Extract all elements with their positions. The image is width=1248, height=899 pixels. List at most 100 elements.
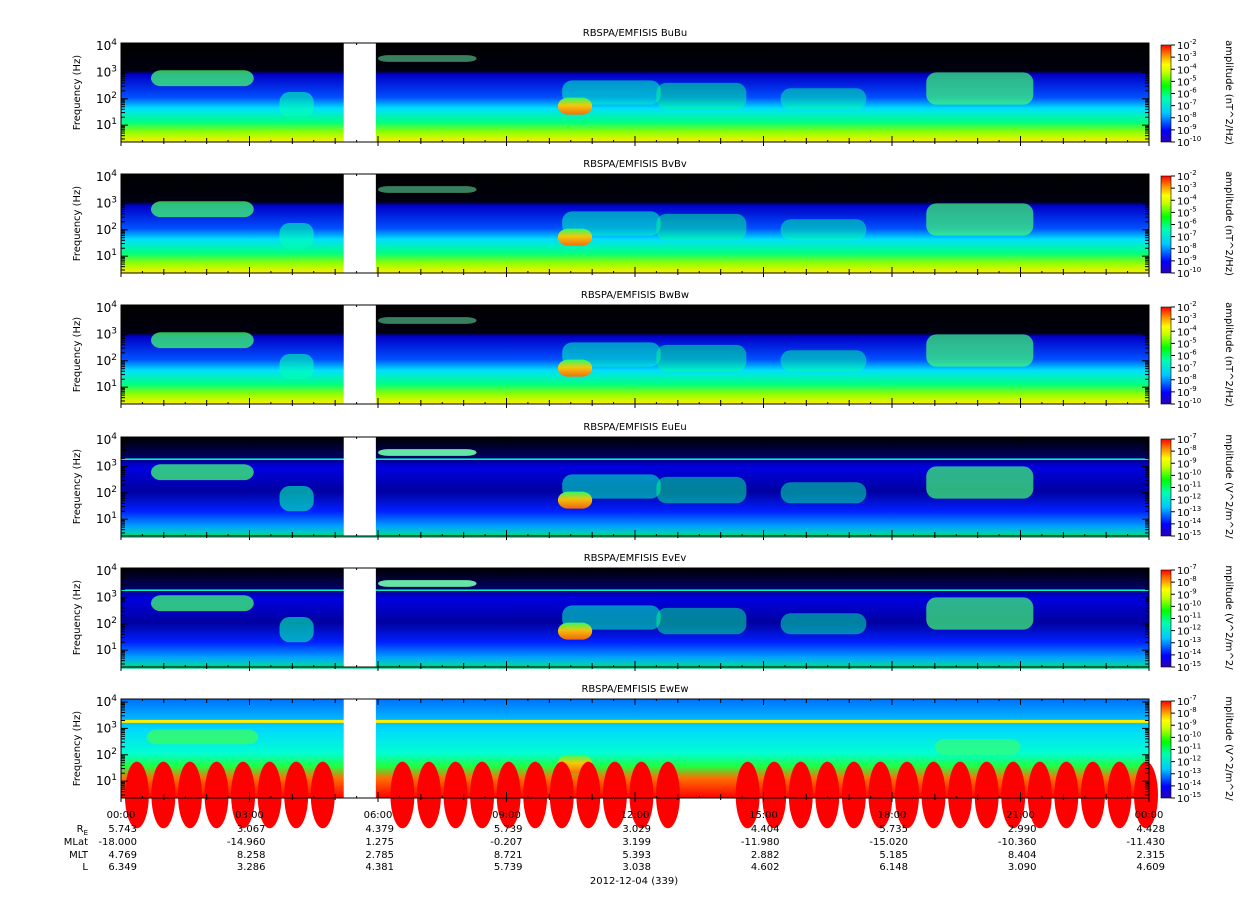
spin-harmonic-band [868,761,893,829]
colorbar-tick-label: 10-5 [1177,74,1197,88]
emission-band [378,580,477,587]
chorus-region [150,70,254,87]
ephemeris-value: -15.020 [869,837,908,848]
ephemeris-value: 5.739 [494,862,523,873]
ephemeris-value: 8.404 [1008,850,1037,861]
colorbar-tick-label: 10-2 [1177,169,1197,183]
colorbar-tick-label: 10-8 [1177,706,1197,720]
y-tick-label: 101 [96,379,117,394]
colorbar-label: amplitude (nT^2/Hz) [1223,40,1234,145]
colorbar-tick-label: 10-12 [1177,624,1201,638]
spin-harmonic-band [655,761,680,829]
colorbar-tick-label: 10-7 [1177,99,1197,113]
colorbar-tick-label: 10-10 [1177,397,1201,411]
ephemeris-row-label: MLat [64,837,88,848]
spin-harmonic-band [762,761,787,829]
y-tick-label: 104 [96,169,117,184]
y-tick-label: 104 [96,432,117,447]
y-tick-label: 101 [96,642,117,657]
spin-harmonic-band [576,761,601,829]
y-axis-label: Frequency (Hz) [72,317,83,393]
colorbar-tick-label: 10-12 [1177,493,1201,507]
hiss-region [562,605,661,630]
spin-harmonic-band [948,761,973,829]
ephemeris-value: -10.360 [998,837,1037,848]
ephemeris-value: 2.882 [751,850,780,861]
y-tick-label: 101 [96,511,117,526]
hiss-region [656,476,747,504]
ephemeris-value: 5.735 [879,824,908,835]
y-tick-label: 103 [96,589,117,604]
colorbar-tick-label: 10-7 [1177,694,1197,708]
ephemeris-value: -11.980 [741,837,780,848]
ephemeris-row-label: L [82,862,88,873]
y-tick-label: 101 [96,117,117,132]
y-tick-label: 104 [96,300,117,315]
spin-harmonic-band [310,761,335,829]
spin-harmonic-band [602,761,627,829]
y-tick-label: 101 [96,248,117,263]
colorbar [1160,438,1172,537]
y-tick-label: 103 [96,64,117,79]
spin-harmonic-band [974,761,999,829]
ephemeris-value: 4.769 [108,850,137,861]
narrowband-line [121,458,1149,460]
colorbar-tick-label: 10-7 [1177,361,1197,375]
y-axis-label: Frequency (Hz) [72,580,83,656]
ephemeris-value: 5.393 [622,850,651,861]
y-tick-label: 101 [96,773,117,788]
colorbar-tick-label: 10-14 [1177,779,1202,793]
colorbar-tick-label: 10-10 [1177,730,1201,744]
colorbar-tick-label: 10-6 [1177,87,1197,101]
x-tick-label: 15:00 [749,810,778,821]
spin-harmonic-band [204,761,229,829]
y-tick-label: 104 [96,563,117,578]
spin-harmonic-band [523,761,548,829]
colorbar-tick-label: 10-10 [1177,468,1201,482]
ephemeris-value: 3.286 [237,862,266,873]
colorbar-tick-label: 10-13 [1177,636,1201,650]
hiss-region [562,80,661,105]
panel-title: RBSPA/EMFISIS BuBu [583,28,687,39]
hiss-region [780,350,867,372]
spin-harmonic-band [735,761,760,829]
panel-title: RBSPA/EMFISIS EuEu [583,422,686,433]
y-tick-label: 102 [96,485,117,500]
y-tick-label: 104 [96,38,117,53]
colorbar-tick-label: 10-8 [1177,575,1197,589]
hiss-region [562,211,661,236]
ephemeris-value: 4.379 [365,824,394,835]
spectrogram-panel: RBSPA/EMFISIS BwBw Frequency (Hz) 101 102 10… [72,290,1234,411]
y-tick-label: 103 [96,326,117,341]
spin-harmonic-band [496,761,521,829]
ephemeris-value: 4.381 [365,862,394,873]
colorbar-tick-label: 10-4 [1177,324,1197,338]
colorbar-label: mplitude (V^2/m^2/ [1223,696,1234,801]
chorus-region [150,595,254,612]
ephemeris-value: 2.785 [365,850,394,861]
x-tick-label: 21:00 [1006,810,1035,821]
spectrogram-panel: RBSPA/EMFISIS BvBv Frequency (Hz) 101 102 10… [72,159,1234,280]
colorbar [1160,306,1172,405]
spin-harmonic-band [124,761,149,829]
colorbar-tick-label: 10-11 [1177,743,1201,757]
colorbar-tick-label: 10-11 [1177,612,1201,626]
spin-harmonic-band [788,761,813,829]
colorbar-tick-label: 10-5 [1177,205,1197,219]
hiss-region [279,486,314,512]
spin-harmonic-band [443,761,468,829]
x-tick-label: 00:00 [107,810,136,821]
ephemeris-value: 2.990 [1008,824,1037,835]
x-tick-label: 09:00 [492,810,521,821]
colorbar-tick-label: 10-4 [1177,62,1197,76]
x-tick-label: 00:00 [1135,810,1164,821]
spin-harmonic-band [284,761,309,829]
hiss-region [279,223,314,249]
spin-harmonic-band [629,761,654,829]
date-label: 2012-12-04 (339) [590,876,678,887]
hiss-region [926,597,1034,630]
colorbar-tick-label: 10-2 [1177,38,1197,52]
intense-emission-region [557,491,593,509]
hiss-region [780,613,867,635]
